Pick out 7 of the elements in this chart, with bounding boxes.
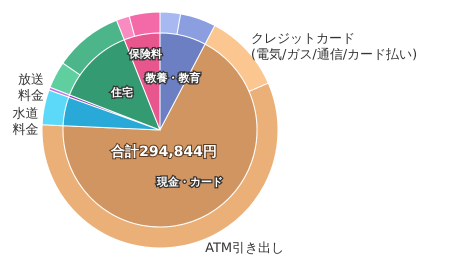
slice-label: ATM引き出し [205,241,284,256]
slice-label: 住宅 [110,86,134,99]
slice-label: 現金・カード [156,176,223,189]
slice-label: 放送料金 [18,72,44,104]
text: 合計294,844円 [110,144,217,160]
slice-label: 水道料金 [12,106,38,138]
slice-label: クレジットカード(電気/ガス/通信/カード払い) [250,32,418,63]
